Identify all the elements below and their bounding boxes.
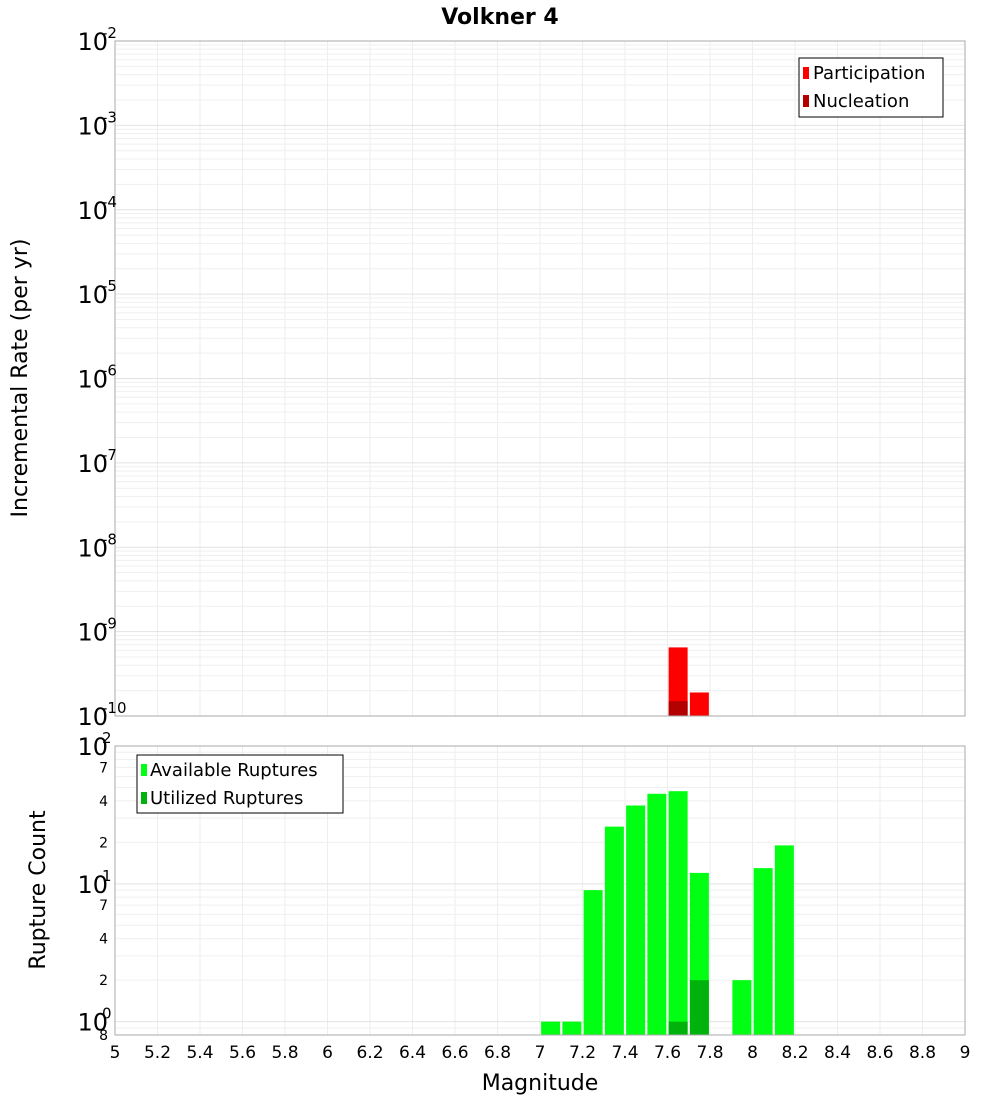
y-tick-label: 2 bbox=[99, 835, 108, 851]
y-tick-label-exponent: -8 bbox=[102, 530, 117, 548]
x-tick-label: 6.4 bbox=[399, 1043, 426, 1063]
y-tick-label-exponent: 0 bbox=[102, 1005, 112, 1023]
utilized-ruptures-bar bbox=[668, 1021, 688, 1035]
y-tick-label-base: 10 bbox=[77, 619, 108, 647]
available-ruptures-bar bbox=[668, 791, 688, 1035]
y-tick-label: 4 bbox=[99, 932, 108, 948]
rate-bars bbox=[668, 647, 709, 716]
x-tick-label: 7.2 bbox=[569, 1043, 596, 1063]
x-tick-label: 5.6 bbox=[229, 1043, 256, 1063]
y-tick-label-exponent: -3 bbox=[102, 108, 117, 126]
y-tick-label-exponent: 2 bbox=[102, 729, 112, 747]
x-tick-label: 7.4 bbox=[611, 1043, 638, 1063]
x-tick-label: 7.8 bbox=[696, 1043, 723, 1063]
rate-plot-border bbox=[114, 40, 966, 717]
x-tick-label: 6.6 bbox=[441, 1043, 468, 1063]
available-ruptures-bar bbox=[753, 868, 773, 1035]
y-tick-label-exponent: -7 bbox=[102, 446, 117, 464]
rate-legend-box bbox=[798, 57, 944, 118]
y-tick-label-exponent: -2 bbox=[102, 24, 117, 42]
x-tick-label: 8.6 bbox=[866, 1043, 893, 1063]
x-tick-label: 5 bbox=[110, 1043, 121, 1063]
rate-grid bbox=[114, 40, 966, 717]
chart-title: Volkner 4 bbox=[441, 5, 559, 30]
y-tick-label: 7 bbox=[99, 760, 108, 776]
x-tick-label: 8.4 bbox=[824, 1043, 851, 1063]
count-legend: Available Ruptures Utilized Ruptures bbox=[136, 754, 344, 814]
x-tick-label: 6.8 bbox=[484, 1043, 511, 1063]
available-ruptures-bar bbox=[541, 1021, 561, 1035]
x-tick-label: 7 bbox=[535, 1043, 546, 1063]
count-plot-border bbox=[114, 745, 966, 1036]
available-legend-swatch bbox=[141, 764, 147, 776]
y-tick-label: 8 bbox=[99, 1028, 108, 1044]
available-ruptures-bar bbox=[647, 793, 667, 1035]
participation-bar bbox=[689, 692, 709, 716]
count-y-axis-label: Rupture Count bbox=[26, 810, 51, 970]
available-ruptures-bar bbox=[562, 1021, 582, 1035]
x-tick-label: 5.2 bbox=[144, 1043, 171, 1063]
y-tick-label-exponent: 1 bbox=[102, 867, 112, 885]
rate-panel: 10-210-310-410-510-610-710-810-910-10 In… bbox=[8, 24, 966, 731]
y-tick-label-exponent: -6 bbox=[102, 362, 117, 380]
x-tick-label: 8.2 bbox=[781, 1043, 808, 1063]
available-ruptures-bar bbox=[583, 890, 603, 1035]
rate-y-ticks: 10-210-310-410-510-610-710-810-910-10 bbox=[77, 24, 126, 731]
y-tick-label: 7 bbox=[99, 898, 108, 914]
y-tick-label-exponent: -4 bbox=[102, 193, 117, 211]
y-tick-label: 2 bbox=[99, 973, 108, 989]
y-tick-label-exponent: -5 bbox=[102, 277, 117, 295]
x-axis-label: Magnitude bbox=[482, 1071, 599, 1096]
participation-legend-swatch bbox=[803, 67, 809, 79]
y-tick-label-base: 10 bbox=[77, 871, 108, 899]
x-tick-label: 6 bbox=[322, 1043, 333, 1063]
y-tick-label-base: 10 bbox=[77, 1009, 108, 1037]
x-tick-label: 9 bbox=[960, 1043, 971, 1063]
y-tick-label-base: 10 bbox=[77, 733, 108, 761]
y-tick-label-base: 10 bbox=[77, 112, 108, 140]
x-tick-label: 5.4 bbox=[186, 1043, 213, 1063]
utilized-legend-label: Utilized Ruptures bbox=[150, 788, 303, 809]
nucleation-legend-swatch bbox=[803, 95, 809, 107]
rate-legend: Participation Nucleation bbox=[798, 57, 944, 118]
count-bars bbox=[541, 791, 794, 1035]
utilized-ruptures-bar bbox=[689, 980, 709, 1035]
y-tick-label-base: 10 bbox=[77, 534, 108, 562]
y-tick-label-exponent: -10 bbox=[102, 699, 127, 717]
x-tick-label: 8 bbox=[747, 1043, 758, 1063]
y-tick-label: 4 bbox=[99, 794, 108, 810]
x-tick-label: 5.8 bbox=[271, 1043, 298, 1063]
available-ruptures-bar bbox=[774, 845, 794, 1035]
y-tick-label-base: 10 bbox=[77, 28, 108, 56]
available-legend-label: Available Ruptures bbox=[150, 760, 318, 781]
y-tick-label-base: 10 bbox=[77, 366, 108, 394]
y-tick-label-base: 10 bbox=[77, 281, 108, 309]
participation-bar bbox=[668, 647, 688, 716]
available-ruptures-bar bbox=[604, 826, 624, 1035]
available-ruptures-bar bbox=[732, 980, 752, 1035]
rate-y-axis-label: Incremental Rate (per yr) bbox=[8, 239, 33, 518]
x-tick-label: 8.8 bbox=[909, 1043, 936, 1063]
nucleation-bar bbox=[668, 701, 688, 716]
count-legend-box bbox=[136, 754, 344, 814]
y-tick-label-base: 10 bbox=[77, 703, 108, 731]
nucleation-legend-label: Nucleation bbox=[813, 91, 909, 112]
x-tick-label: 6.2 bbox=[356, 1043, 383, 1063]
y-tick-label-base: 10 bbox=[77, 450, 108, 478]
magnitude-x-ticks: 5 5.2 5.4 5.6 5.8 6 6.2 6.4 6.6 6.8 7 7.2 7.4 7.6 7.8 8… bbox=[110, 1043, 971, 1063]
x-tick-label: 7.6 bbox=[654, 1043, 681, 1063]
y-tick-label-base: 10 bbox=[77, 197, 108, 225]
y-tick-label-exponent: -9 bbox=[102, 615, 117, 633]
available-ruptures-bar bbox=[626, 805, 646, 1035]
participation-legend-label: Participation bbox=[813, 63, 925, 84]
utilized-legend-swatch bbox=[141, 792, 147, 804]
